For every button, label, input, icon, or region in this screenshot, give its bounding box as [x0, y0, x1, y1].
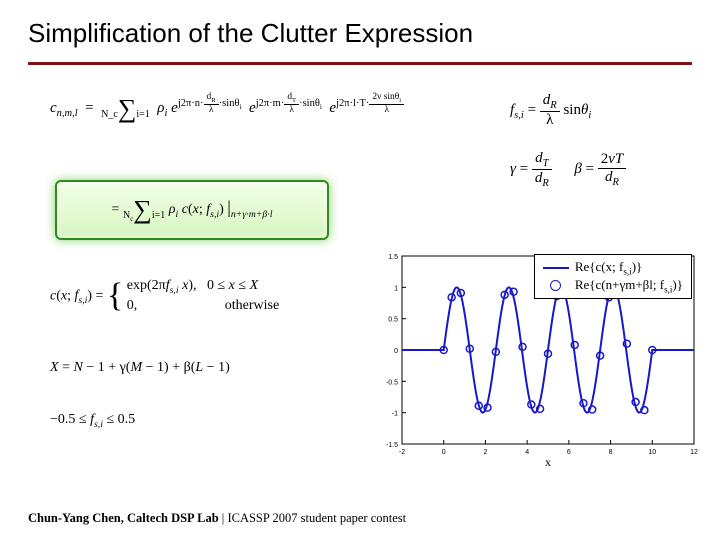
legend-label-2: Re{c(n+γm+βl; fs,i)} — [575, 277, 683, 295]
svg-text:0.5: 0.5 — [388, 317, 398, 324]
svg-text:0: 0 — [394, 348, 398, 355]
eq-X-def: X = N − 1 + γ(M − 1) + β(L − 1) — [50, 360, 230, 376]
page-title: Simplification of the Clutter Expression — [28, 18, 473, 49]
footer-venue: ICASSP 2007 student paper contest — [227, 511, 406, 525]
svg-text:4: 4 — [525, 449, 529, 456]
svg-text:0: 0 — [442, 449, 446, 456]
legend-label-1: Re{c(x; fs,i)} — [575, 259, 642, 277]
eq-cases: c(x; fs,i) = { exp(2πfs,i x), 0 ≤ x ≤ X … — [50, 274, 279, 318]
svg-text:x: x — [545, 455, 551, 469]
eq-simplified-box: = Nc∑i=1 ρi c(x; fs,i) |n+γ·m+β·l — [55, 180, 329, 240]
eq-gamma-beta: γ = dTdR β = 2νTdR — [510, 150, 626, 189]
svg-text:6: 6 — [567, 449, 571, 456]
eq-main: cn,m,l = N_c∑i=1 ρi ej2π·n·dRλ·sinθi ej2… — [50, 92, 404, 120]
svg-text:1.5: 1.5 — [388, 254, 398, 261]
legend-line-icon — [543, 267, 569, 269]
svg-text:1: 1 — [394, 285, 398, 292]
svg-text:10: 10 — [648, 449, 656, 456]
chart-container: Re{c(x; fs,i)} Re{c(n+γm+βl; fs,i)} -2 0 2… — [370, 250, 700, 470]
eq-fs-def: fs,i = dRλ sinθi — [510, 92, 591, 129]
chart-legend: Re{c(x; fs,i)} Re{c(n+γm+βl; fs,i)} — [534, 254, 692, 299]
svg-text:-2: -2 — [399, 449, 405, 456]
footer: Chun-Yang Chen, Caltech DSP Lab | ICASSP… — [28, 511, 406, 526]
legend-marker-icon — [550, 280, 561, 291]
svg-text:8: 8 — [609, 449, 613, 456]
svg-text:-1.5: -1.5 — [386, 442, 398, 449]
eq-fs-range: −0.5 ≤ fs,i ≤ 0.5 — [50, 412, 135, 430]
svg-text:2: 2 — [483, 449, 487, 456]
svg-text:-0.5: -0.5 — [386, 379, 398, 386]
footer-author: Chun-Yang Chen, Caltech DSP Lab — [28, 511, 219, 525]
title-rule — [28, 62, 692, 65]
svg-text:-1: -1 — [392, 411, 398, 418]
svg-text:12: 12 — [690, 449, 698, 456]
